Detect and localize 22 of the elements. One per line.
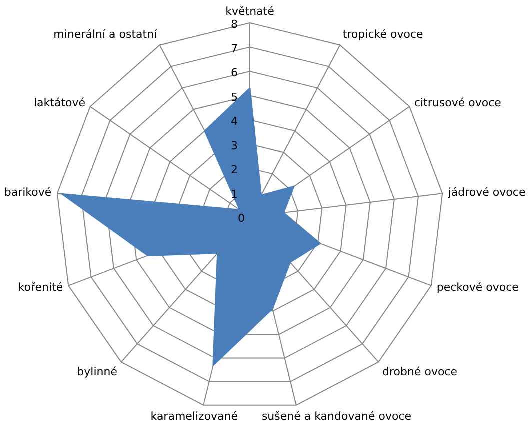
y-tick-label: 8 (231, 18, 238, 31)
spoke-label: citrusové ovoce (414, 96, 502, 110)
spoke-label: kořenité (18, 280, 64, 294)
spoke-label: minerální a ostatní (54, 28, 158, 42)
spoke-label: barikové (4, 186, 52, 199)
y-tick-label: 1 (231, 188, 238, 201)
y-tick-label: 5 (231, 90, 238, 104)
spoke-label: karamelizované (150, 410, 238, 421)
spoke-label: drobné ovoce (382, 366, 458, 379)
y-tick-label: 6 (231, 66, 238, 80)
y-tick-label: 4 (231, 115, 238, 128)
spoke-label: sušené a kandované ovoce (262, 410, 412, 421)
spoke-label: květnaté (226, 5, 275, 18)
y-tick-label: 2 (231, 164, 238, 176)
spoke-label: jádrové ovoce (447, 186, 526, 199)
spoke-label: laktátové (34, 96, 86, 110)
y-tick-label: 0 (238, 212, 245, 225)
spoke-label: bylinné (77, 366, 118, 379)
y-tick-label: 7 (231, 42, 238, 56)
spoke-label: peckové ovoce (436, 280, 520, 294)
spoke-label: tropické ovoce (342, 28, 424, 42)
y-tick-label: 3 (231, 139, 238, 152)
